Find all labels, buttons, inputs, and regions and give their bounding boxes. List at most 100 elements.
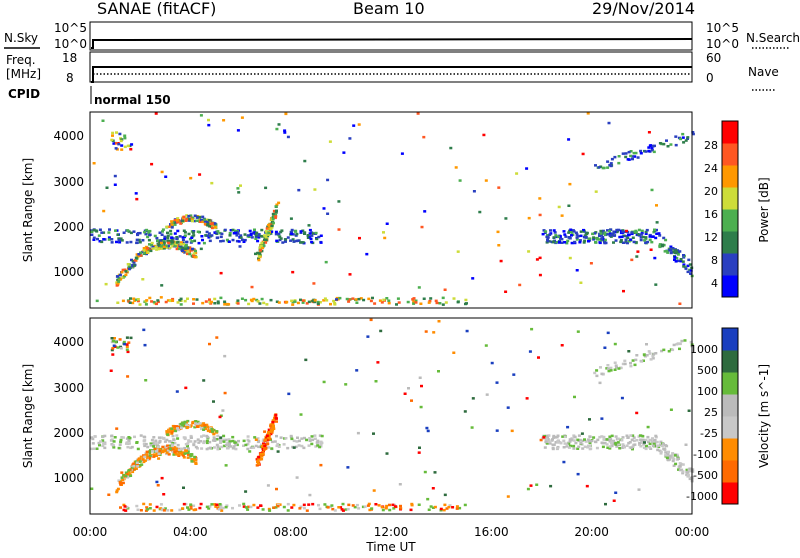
velocity-point: [196, 420, 200, 424]
power-point: [102, 209, 106, 213]
power-point: [175, 236, 179, 239]
power-point: [228, 232, 232, 235]
power-colorbar-swatch: [722, 253, 738, 276]
power-point: [555, 241, 559, 244]
power-point: [626, 241, 629, 245]
freq-left-tick-top: 18: [62, 51, 77, 65]
velocity-point: [197, 441, 201, 444]
power-point: [257, 236, 261, 239]
power-point: [546, 234, 549, 237]
velocity-point: [219, 441, 222, 444]
power-point: [598, 241, 602, 245]
velocity-point: [286, 509, 290, 512]
power-point: [563, 241, 567, 244]
power-point: [291, 238, 295, 241]
velocity-point: [671, 452, 675, 455]
power-point: [640, 231, 644, 235]
power-point: [608, 232, 612, 235]
power-point: [139, 251, 142, 254]
velocity-point: [200, 427, 203, 431]
velocity-point: [410, 399, 413, 402]
velocity-point: [620, 439, 624, 442]
power-point: [161, 243, 165, 247]
power-point: [149, 249, 153, 253]
velocity-point: [225, 504, 229, 507]
power-point: [229, 229, 233, 232]
power-point: [142, 251, 146, 255]
velocity-point: [629, 364, 633, 368]
velocity-point: [471, 397, 475, 400]
velocity-point: [183, 422, 187, 425]
power-colorbar-swatch: [722, 187, 738, 210]
power-point: [518, 283, 522, 287]
velocity-point: [346, 507, 350, 511]
power-point: [186, 250, 190, 253]
velocity-point: [393, 503, 397, 507]
velocity-point: [300, 444, 304, 448]
power-point: [686, 264, 690, 268]
velocity-point: [621, 443, 625, 446]
power-point: [203, 218, 206, 221]
velocity-point: [671, 348, 675, 352]
velocity-point: [213, 503, 217, 506]
power-point: [267, 233, 271, 236]
power-point: [137, 253, 141, 256]
power-point: [151, 247, 155, 250]
power-point: [116, 278, 120, 282]
power-point: [602, 166, 606, 170]
power-point: [158, 239, 162, 242]
velocity-point: [660, 349, 664, 353]
power-point: [400, 152, 404, 155]
power-point: [159, 296, 163, 299]
velocity-point: [330, 504, 334, 507]
power-point: [144, 232, 148, 236]
velocity-point: [146, 445, 150, 449]
power-point: [166, 239, 170, 242]
power-point: [210, 234, 214, 237]
power-point: [192, 298, 196, 301]
velocity-point: [341, 502, 345, 506]
power-point: [380, 301, 384, 304]
velocity-point: [286, 446, 290, 450]
power-point: [643, 239, 647, 242]
velocity-point: [163, 449, 167, 452]
velocity-point: [351, 504, 355, 507]
velocity-point: [647, 350, 651, 353]
power-point: [92, 238, 96, 241]
power-point: [311, 299, 315, 303]
velocity-point: [443, 493, 447, 497]
power-point: [652, 230, 656, 234]
power-point: [219, 235, 223, 239]
velocity-point: [256, 460, 259, 464]
power-point: [312, 232, 315, 235]
velocity-point: [587, 444, 590, 448]
velocity-point: [167, 453, 171, 456]
power-point: [119, 237, 123, 240]
cpid-label: CPID: [8, 87, 40, 101]
velocity-point: [688, 469, 691, 473]
power-point: [669, 245, 673, 248]
power-point: [427, 301, 431, 304]
power-point: [185, 218, 189, 221]
velocity-point: [252, 446, 256, 449]
velocity-point: [178, 451, 182, 455]
velocity-point: [154, 441, 158, 445]
velocity-point: [645, 444, 648, 448]
power-point: [227, 240, 231, 243]
power-scatter: [90, 112, 695, 306]
beam-label: Beam 10: [353, 0, 425, 18]
power-point: [97, 234, 101, 237]
power-point: [195, 216, 199, 219]
velocity-point: [380, 505, 384, 509]
power-point: [264, 235, 268, 238]
power-panel-frame: [89, 111, 693, 309]
velocity-point: [546, 438, 550, 441]
power-point: [248, 229, 252, 233]
velocity-point: [253, 436, 257, 439]
power-point: [136, 232, 140, 235]
velocity-point: [609, 438, 613, 441]
power-point: [150, 300, 154, 303]
velocity-point: [643, 353, 647, 357]
power-point: [260, 241, 264, 245]
velocity-point: [304, 358, 308, 362]
